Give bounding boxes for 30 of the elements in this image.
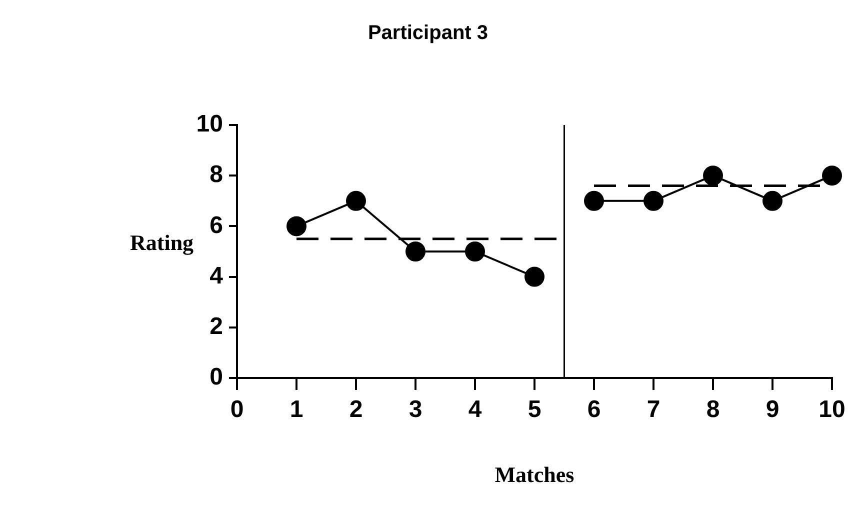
point bbox=[465, 242, 485, 262]
y-axis-title: Rating bbox=[130, 230, 194, 256]
x-tick-label: 8 bbox=[706, 396, 720, 424]
point bbox=[822, 166, 842, 186]
x-tick-label: 6 bbox=[587, 396, 601, 424]
point bbox=[346, 190, 366, 211]
point bbox=[406, 242, 426, 262]
x-tick-label: 2 bbox=[349, 396, 363, 424]
y-tick-label: 0 bbox=[210, 364, 223, 391]
y-tick-label: 4 bbox=[210, 262, 224, 290]
point bbox=[762, 190, 782, 211]
x-tick-label: 3 bbox=[408, 396, 422, 424]
x-tick-label: 0 bbox=[230, 396, 244, 424]
y-tick-label: 10 bbox=[196, 110, 223, 138]
point bbox=[703, 166, 723, 186]
point bbox=[644, 190, 664, 211]
x-axis-title: Matches bbox=[494, 462, 576, 488]
x-tick-label: 4 bbox=[468, 396, 482, 424]
x-tick-label: 9 bbox=[766, 396, 780, 424]
point bbox=[584, 190, 604, 211]
point bbox=[524, 266, 544, 287]
x-tick-label: 7 bbox=[646, 396, 660, 424]
point bbox=[286, 216, 306, 236]
x-tick-label: 10 bbox=[818, 396, 846, 424]
x-tick-label: 1 bbox=[290, 396, 304, 424]
y-tick-label: 8 bbox=[210, 161, 223, 188]
y-tick-label: 2 bbox=[210, 313, 223, 340]
x-tick-label: 5 bbox=[528, 396, 542, 424]
chart-title: Participant 3 bbox=[366, 22, 490, 45]
y-tick-label: 6 bbox=[210, 212, 223, 239]
